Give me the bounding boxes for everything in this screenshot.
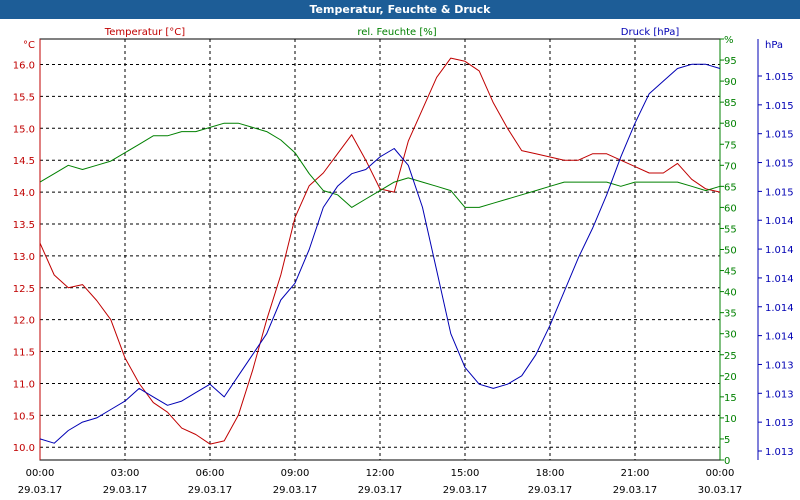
temp-tick-label: 10.0 [13,443,35,454]
plot-frame [39,38,762,461]
humidity-tick-label: 35 [724,309,737,320]
pressure-tick-label: 1.013 [765,418,794,429]
axis-labels: Temperatur [°C] rel. Feuchte [%] Druck [hP… [104,27,680,38]
humidity-tick-label: 5 [724,435,730,446]
x-tick-time: 03:00 [111,468,140,479]
pressure-tick-label: 1.013 [765,389,794,400]
x-tick-time: 15:00 [451,468,480,479]
humidity-tick-label: 90 [724,77,737,88]
humidity-tick-label: 65 [724,182,737,193]
x-tick-time: 18:00 [536,468,565,479]
temp-tick-label: 11.0 [13,379,35,390]
pressure-tick-label: 1.015 [765,159,794,170]
pressure-tick-label: 1.015 [765,130,794,141]
humidity-tick-label: 75 [724,140,737,151]
humidity-tick-label: 15 [724,393,737,404]
humidity-tick-label: 45 [724,267,737,278]
humidity-tick-label: 95 [724,56,737,67]
temp-tick-label: 15.5 [13,92,35,103]
humidity-tick-label: 40 [724,288,737,299]
x-tick-time: 00:00 [26,468,55,479]
temp-tick-label: 16.0 [13,61,35,72]
grid [40,39,720,460]
temp-tick-label: 13.0 [13,252,35,263]
window-title: Temperatur, Feuchte & Druck [0,0,800,19]
humidity-tick-label: 70 [724,161,737,172]
x-tick-date: 29.03.17 [188,485,233,496]
temp-tick-label: 11.5 [13,348,35,359]
temp-tick-label: 13.5 [13,220,35,231]
temp-tick-label: 12.5 [13,284,35,295]
x-tick-date: 29.03.17 [18,485,63,496]
temp-tick-label: 12.0 [13,316,35,327]
humidity-tick-label: 50 [724,246,737,257]
pressure-series-line [39,63,721,444]
chart-panel: Temperatur [°C] rel. Feuchte [%] Druck [hP… [0,19,800,500]
pressure-unit-label: hPa [765,40,783,51]
pressure-tick-label: 1.014 [765,274,794,285]
humidity-axis-title: rel. Feuchte [%] [357,27,436,38]
pressure-tick-label: 1.014 [765,332,794,343]
x-tick-time: 06:00 [196,468,225,479]
humidity-tick-label: 55 [724,224,737,235]
x-tick-date: 29.03.17 [358,485,403,496]
pressure-tick-label: 1.014 [765,245,794,256]
pressure-tick-label: 1.015 [765,72,794,83]
humidity-tick-label: 10 [724,414,737,425]
temperature-series-line [39,57,721,445]
x-tick-date: 29.03.17 [528,485,573,496]
pressure-tick-label: 1.014 [765,216,794,227]
temperature-axis-title: Temperatur [°C] [104,27,185,38]
x-tick-date: 29.03.17 [443,485,488,496]
series-layer [39,57,721,445]
humidity-tick-label: 60 [724,203,737,214]
x-tick-time: 00:00 [706,468,735,479]
temp-tick-label: 14.5 [13,156,35,167]
x-tick-time: 21:00 [621,468,650,479]
humidity-tick-label: 80 [724,119,737,130]
humidity-tick-label: 0 [724,456,730,467]
pressure-tick-label: 1.013 [765,447,794,458]
humidity-tick-label: 25 [724,351,737,362]
humidity-tick-label: 85 [724,98,737,109]
x-tick-time: 09:00 [281,468,310,479]
temp-tick-label: 14.0 [13,188,35,199]
pressure-tick-label: 1.014 [765,303,794,314]
pressure-tick-label: 1.013 [765,360,794,371]
humidity-tick-label: 20 [724,372,737,383]
x-tick-date: 29.03.17 [273,485,318,496]
humidity-series-line [39,122,721,208]
temp-unit-label: °C [23,40,35,51]
x-tick-date: 30.03.17 [698,485,743,496]
pressure-axis-title: Druck [hPa] [621,27,680,38]
x-tick-date: 29.03.17 [103,485,148,496]
humidity-tick-label: % [724,35,734,46]
chart-svg: Temperatur [°C] rel. Feuchte [%] Druck [hP… [13,27,794,496]
humidity-tick-label: 30 [724,330,737,341]
pressure-tick-label: 1.015 [765,101,794,112]
pressure-tick-label: 1.015 [765,187,794,198]
x-tick-time: 12:00 [366,468,395,479]
temp-tick-label: 10.5 [13,411,35,422]
tick-labels: 00:00 29.03.17 03:00 29.03.17 06:00 29.03.17 0… [13,35,794,496]
temp-tick-label: 15.0 [13,124,35,135]
x-tick-date: 29.03.17 [613,485,658,496]
